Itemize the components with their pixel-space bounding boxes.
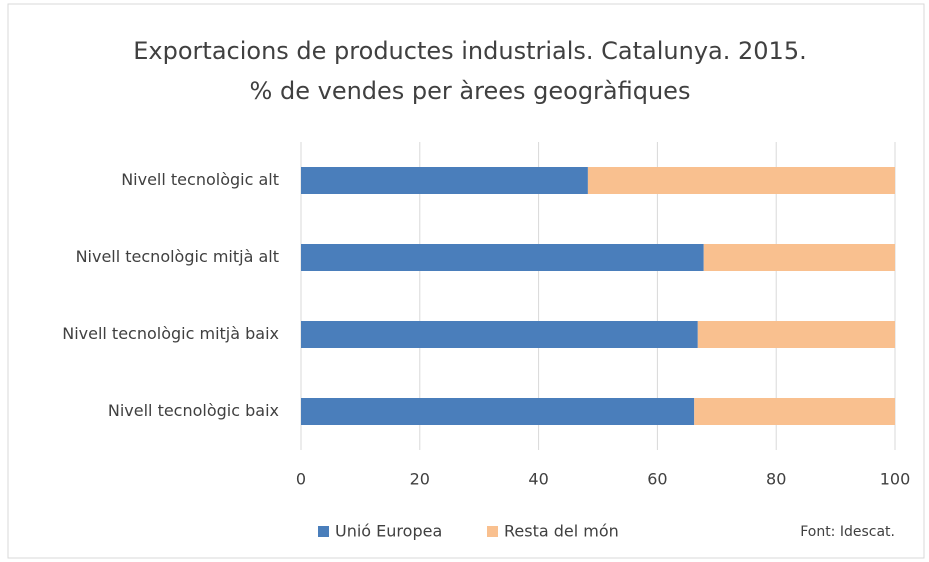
bar-segment — [301, 321, 698, 348]
chart-frame — [7, 3, 925, 559]
bar-segment — [694, 398, 895, 425]
y-tick-label: Nivell tecnològic mitjà alt — [76, 247, 279, 266]
source-note: Font: Idescat. — [800, 524, 895, 540]
x-tick-label: 40 — [528, 470, 548, 489]
y-tick-label: Nivell tecnològic mitjà baix — [62, 324, 279, 343]
legend-label: Resta del món — [504, 522, 619, 541]
bar-segment — [301, 244, 704, 271]
bar-segment — [703, 244, 895, 271]
x-tick-label: 80 — [766, 470, 786, 489]
legend-swatch — [487, 526, 498, 537]
bar-segment — [697, 321, 895, 348]
y-tick-label: Nivell tecnològic baix — [108, 401, 279, 420]
legend-swatch — [318, 526, 329, 537]
x-tick-label: 20 — [410, 470, 430, 489]
bar-segment — [587, 167, 895, 194]
x-tick-label: 0 — [296, 470, 306, 489]
x-tick-label: 100 — [880, 470, 911, 489]
chart-subtitle: % de vendes per àrees geogràfiques — [250, 77, 691, 105]
bar-segment — [301, 167, 588, 194]
legend-label: Unió Europea — [335, 522, 442, 541]
chart-title: Exportacions de productes industrials. C… — [133, 37, 806, 65]
bar-segment — [301, 398, 695, 425]
x-tick-label: 60 — [647, 470, 667, 489]
y-tick-label: Nivell tecnològic alt — [121, 170, 279, 189]
